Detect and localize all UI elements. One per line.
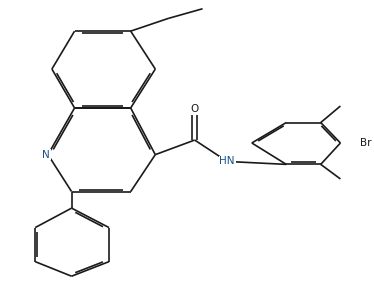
Text: HN: HN [220,156,235,166]
Text: N: N [42,150,50,160]
Text: O: O [191,104,199,114]
Text: Br: Br [360,138,371,148]
